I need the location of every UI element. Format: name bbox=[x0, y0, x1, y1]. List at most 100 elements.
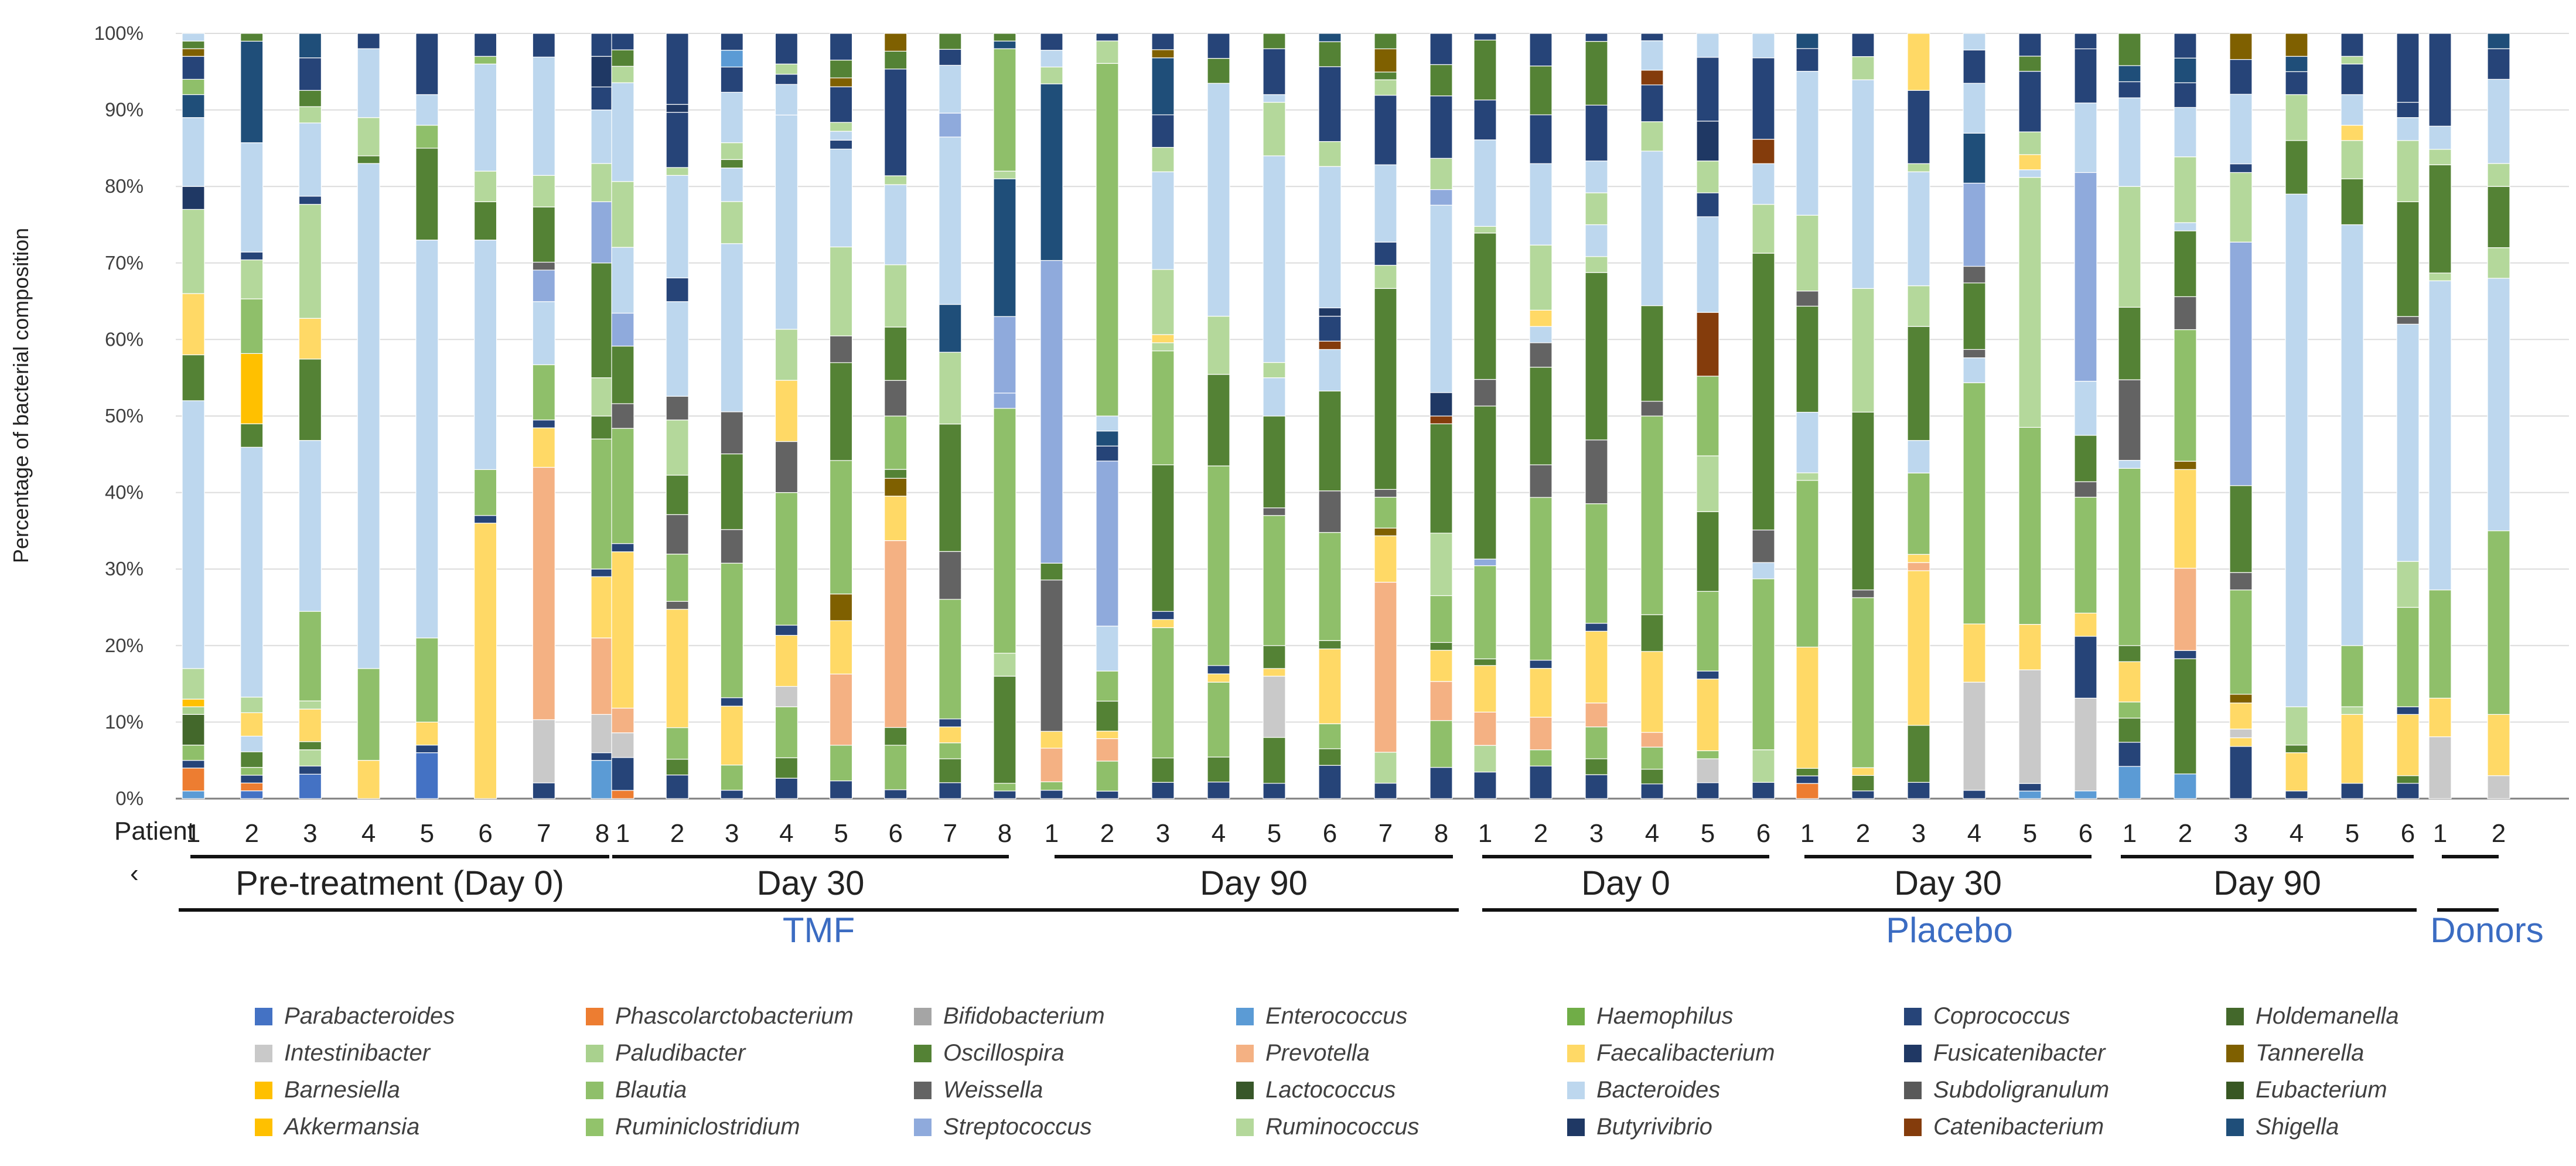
bar-segment bbox=[2396, 706, 2420, 715]
bar-segment bbox=[1529, 33, 1553, 67]
bar-segment bbox=[1696, 192, 1719, 217]
bar-segment bbox=[2174, 57, 2197, 83]
bar-segment bbox=[1640, 305, 1664, 402]
bar-segment bbox=[666, 759, 689, 776]
patient-tick-label: 7 bbox=[943, 819, 957, 848]
legend-swatch bbox=[1236, 1045, 1254, 1062]
bar-segment bbox=[1585, 503, 1608, 624]
bar-segment bbox=[939, 758, 962, 783]
bar-segment bbox=[884, 789, 907, 799]
bar-segment bbox=[1429, 533, 1453, 596]
timepoint-label: Day 90 bbox=[1200, 864, 1308, 902]
bar-segment bbox=[2018, 33, 2042, 57]
bar-segment bbox=[591, 714, 614, 754]
bar-segment bbox=[1096, 415, 1119, 432]
bar-segment bbox=[2340, 63, 2364, 96]
bar-segment bbox=[2340, 33, 2364, 57]
bar-segment bbox=[2229, 94, 2253, 165]
timepoint-label: Day 30 bbox=[757, 864, 865, 902]
bar-segment bbox=[666, 33, 689, 105]
y-axis: 0% 10% 20% 30% 40% 50% 60% 70% 80% 90% 100% bbox=[94, 22, 2569, 809]
bar-segment bbox=[1318, 748, 1342, 766]
bar-segment bbox=[1263, 645, 1286, 669]
bar-segment bbox=[591, 576, 614, 639]
bar-segment bbox=[182, 354, 205, 401]
bar bbox=[1585, 33, 1608, 799]
bar-segment bbox=[591, 86, 614, 111]
timepoint-label: Day 0 bbox=[1581, 864, 1670, 902]
bar-segment bbox=[1473, 99, 1497, 141]
bar bbox=[1963, 33, 1986, 799]
bar-segment bbox=[1640, 746, 1664, 770]
legend-item: Shigella bbox=[2226, 1114, 2339, 1140]
bar-segment bbox=[993, 171, 1016, 179]
bar-segment bbox=[611, 181, 634, 248]
bar-segment bbox=[182, 117, 205, 187]
bar-segment bbox=[2229, 59, 2253, 95]
bar bbox=[1473, 33, 1497, 799]
bar-segment bbox=[2229, 728, 2253, 738]
bar-segment bbox=[1429, 595, 1453, 643]
y-tick-label: 10% bbox=[105, 711, 144, 732]
bar-segment bbox=[1851, 589, 1875, 598]
bar-segment bbox=[1040, 66, 1063, 84]
legend-item: Tannerella bbox=[2226, 1040, 2364, 1066]
bar-segment bbox=[1640, 151, 1664, 306]
bar-segment bbox=[1796, 71, 1819, 216]
bar-segment bbox=[720, 697, 743, 707]
bar-segment bbox=[1851, 775, 1875, 792]
bar-segment bbox=[1473, 558, 1497, 567]
legend-item: Eubacterium bbox=[2226, 1077, 2387, 1103]
bar-segment bbox=[1096, 700, 1119, 732]
bar-segment bbox=[473, 201, 497, 241]
legend-item: Oscillospira bbox=[914, 1040, 1064, 1066]
bar-segment bbox=[2340, 706, 2364, 715]
bar-segment bbox=[1529, 497, 1553, 661]
bar-segment bbox=[2487, 714, 2510, 776]
patient-tick-label: 3 bbox=[1156, 819, 1170, 848]
bars bbox=[182, 33, 2510, 799]
bar-segment bbox=[1151, 57, 1175, 115]
bar-segment bbox=[2174, 329, 2197, 462]
bar-segment bbox=[1429, 423, 1453, 534]
patient-tick-label: 4 bbox=[361, 819, 376, 848]
bar-segment bbox=[1429, 681, 1453, 721]
bar-segment bbox=[415, 637, 439, 722]
legend-label: Fusicatenibacter bbox=[1933, 1040, 2106, 1066]
bar-segment bbox=[1374, 241, 1397, 266]
bar-segment bbox=[473, 240, 497, 471]
bar-segment bbox=[240, 353, 264, 424]
bar-segment bbox=[1263, 783, 1286, 799]
bar-segment bbox=[1151, 464, 1175, 612]
bar-segment bbox=[1207, 665, 1230, 674]
bar-segment bbox=[240, 251, 264, 261]
bar-segment bbox=[1585, 630, 1608, 704]
bar bbox=[666, 33, 689, 799]
patient-tick-label: 6 bbox=[1323, 819, 1337, 848]
group-brackets: Pre-treatment (Day 0) Day 30 Day 90 Day 0 Da… bbox=[179, 855, 2544, 950]
bar-segment bbox=[2285, 71, 2308, 96]
bar-segment bbox=[720, 529, 743, 564]
bar bbox=[2340, 33, 2364, 799]
bar bbox=[1907, 33, 1930, 799]
bar-segment bbox=[1640, 415, 1664, 615]
bar-segment bbox=[2018, 177, 2042, 428]
bar-segment bbox=[2074, 172, 2097, 382]
bar-segment bbox=[1529, 749, 1553, 767]
patient-tick-label: 4 bbox=[2290, 819, 2304, 848]
bar-segment bbox=[2118, 645, 2141, 662]
bar-segment bbox=[829, 86, 853, 123]
y-axis-label: Percentage of bacterial composition bbox=[9, 228, 33, 563]
bar-segment bbox=[1040, 731, 1063, 749]
bar-segment bbox=[415, 94, 439, 126]
bar-segment bbox=[2487, 163, 2510, 187]
bar-segment bbox=[1096, 461, 1119, 627]
bar-segment bbox=[2174, 156, 2197, 223]
bar bbox=[2018, 33, 2042, 799]
bar-segment bbox=[2396, 117, 2420, 141]
bar-segment bbox=[473, 56, 497, 64]
bar-segment bbox=[1040, 748, 1063, 782]
bar-segment bbox=[829, 246, 853, 336]
bar-segment bbox=[774, 329, 799, 381]
bar-segment bbox=[666, 601, 689, 610]
